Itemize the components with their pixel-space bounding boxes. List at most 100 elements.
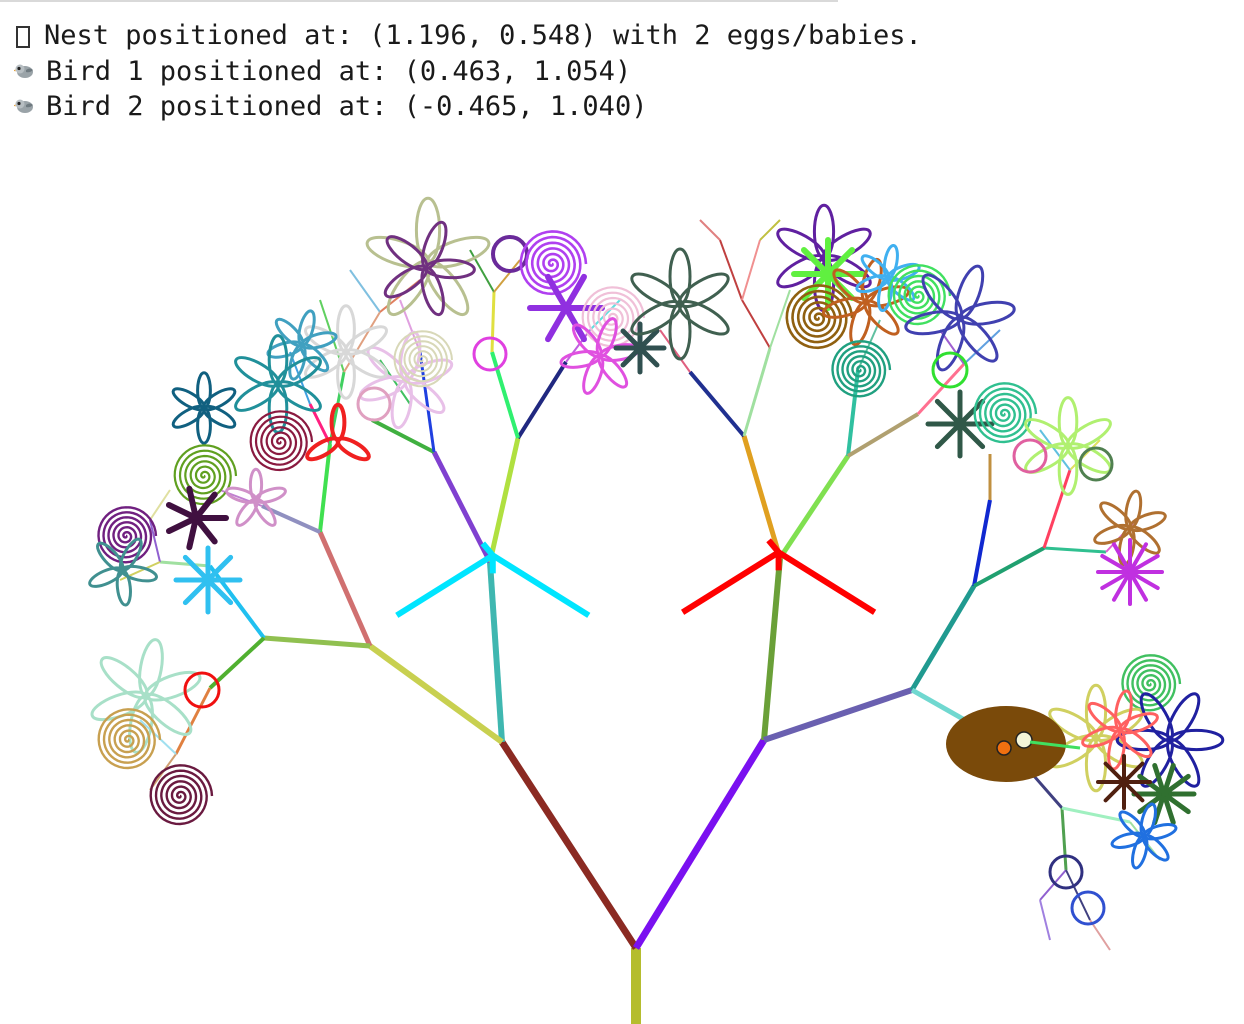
- star-flower: [613, 321, 667, 375]
- egg: [996, 740, 1012, 756]
- tree-flowers: [88, 196, 1225, 926]
- top-divider: [0, 0, 838, 2]
- branch: [317, 530, 373, 648]
- branch: [719, 239, 743, 301]
- branch: [688, 370, 746, 438]
- star-ray: [620, 328, 643, 351]
- star-ray: [800, 246, 831, 277]
- petal: [860, 254, 891, 281]
- bird-icon: [14, 99, 33, 113]
- branch: [487, 561, 505, 743]
- petal: [335, 436, 371, 462]
- star-ray: [193, 515, 218, 545]
- branch: [972, 499, 992, 587]
- missing-glyph-icon: [16, 26, 30, 48]
- branch: [763, 687, 913, 743]
- star-flower: [1096, 754, 1152, 810]
- branch: [565, 329, 591, 363]
- branch: [516, 360, 568, 440]
- star-ray: [205, 554, 234, 583]
- branch: [1060, 807, 1068, 871]
- petal: [426, 235, 491, 269]
- bird2-log-text: Bird 2 positioned at: (-0.465, 1.040): [46, 91, 648, 122]
- bird1-log-text: Bird 1 positioned at: (0.463, 1.054): [46, 55, 632, 87]
- petal: [630, 272, 683, 308]
- star-ray: [1122, 761, 1145, 784]
- petal: [1024, 418, 1070, 450]
- spiral-flower: [393, 330, 453, 388]
- branch: [1039, 869, 1067, 901]
- petal: [832, 268, 869, 305]
- branch: [846, 412, 920, 458]
- flower: [305, 402, 371, 462]
- branch: [769, 289, 791, 349]
- ring-flower: [1012, 438, 1048, 474]
- petal: [668, 302, 692, 361]
- spiral-flower: [831, 340, 892, 398]
- ring-flower: [931, 351, 969, 389]
- ring-flower: [1078, 446, 1114, 482]
- spiral-flower: [97, 506, 158, 564]
- ring-flower: [1070, 890, 1106, 926]
- branch: [493, 259, 521, 293]
- petal: [1139, 692, 1174, 742]
- star-ray: [957, 398, 986, 427]
- spiral-flower: [973, 382, 1038, 444]
- petal: [420, 266, 445, 317]
- nest-twig: [1029, 740, 1081, 750]
- petal: [138, 638, 164, 698]
- branch: [1039, 899, 1051, 941]
- star-flower: [1131, 762, 1197, 826]
- branch: [761, 557, 783, 741]
- branch: [742, 347, 772, 437]
- branch: [659, 329, 691, 373]
- bird-1: [681, 538, 877, 615]
- petal: [1099, 501, 1133, 531]
- branch: [699, 219, 721, 241]
- flower: [234, 334, 322, 434]
- star-ray: [1100, 554, 1132, 574]
- petal: [88, 566, 124, 588]
- branch: [490, 291, 496, 353]
- star-ray: [1161, 791, 1176, 826]
- flower: [88, 537, 158, 607]
- star-flower: [165, 485, 229, 551]
- star-ray: [825, 246, 856, 277]
- branch: [208, 564, 266, 640]
- star-ray: [1112, 570, 1132, 602]
- star-ray: [1103, 761, 1126, 784]
- flower: [225, 467, 287, 527]
- nest: [946, 706, 1081, 782]
- star-ray: [957, 421, 986, 450]
- flower: [1115, 692, 1225, 788]
- spiral-flower: [97, 708, 162, 770]
- flower: [559, 317, 641, 395]
- petal: [571, 323, 603, 359]
- petal: [274, 317, 305, 348]
- branch: [349, 269, 381, 313]
- flower: [383, 220, 476, 317]
- star-ray: [1161, 773, 1191, 797]
- star-ray: [545, 273, 569, 311]
- branch: [741, 299, 771, 349]
- star-ray: [165, 501, 199, 521]
- ring-flower: [183, 671, 221, 709]
- bird2-log-line: Bird 2 positioned at: (-0.465, 1.040): [14, 89, 922, 125]
- star-ray: [1137, 773, 1167, 797]
- spiral-flower: [173, 444, 238, 506]
- petal: [171, 387, 206, 412]
- branch: [371, 418, 435, 454]
- petal: [668, 247, 692, 306]
- branch: [973, 546, 1045, 588]
- petal: [90, 690, 148, 722]
- star-ray: [934, 421, 963, 450]
- star-ray: [563, 273, 587, 311]
- flower: [365, 196, 491, 317]
- branch: [487, 437, 521, 563]
- spiral-flower: [249, 410, 314, 472]
- branch: [490, 351, 520, 439]
- branch: [418, 351, 436, 453]
- star-ray: [186, 515, 199, 551]
- bird-icon: [14, 64, 33, 78]
